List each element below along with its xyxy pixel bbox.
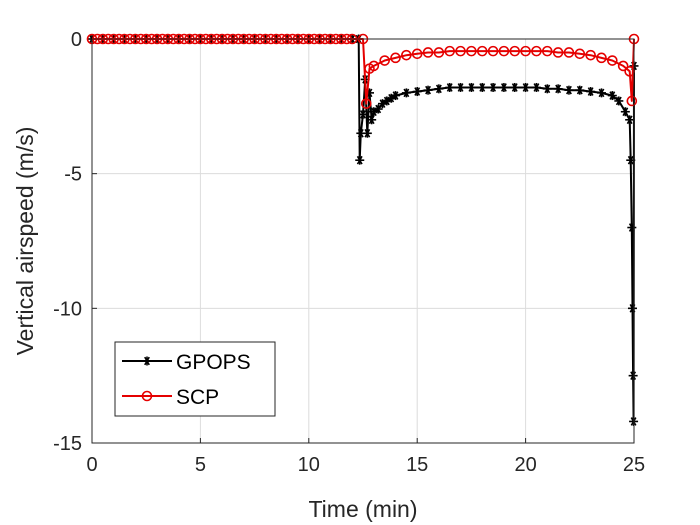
y-tick-label: -5 <box>64 164 82 186</box>
ticks: 0 5 10 15 20 25 0 -5 -10 -15 <box>53 29 645 476</box>
x-tick-label: 15 <box>406 454 428 476</box>
data-point-gpops <box>488 82 498 92</box>
legend-marker-gpops <box>142 356 152 366</box>
x-tick-label: 25 <box>623 454 645 476</box>
data-point-gpops <box>510 82 520 92</box>
data-point-scp <box>509 45 521 57</box>
data-point-gpops <box>373 104 383 114</box>
data-point-scp <box>552 47 564 58</box>
y-axis-label: Vertical airspeed (m/s) <box>12 127 38 356</box>
data-point-scp <box>390 52 401 64</box>
data-point-gpops <box>434 84 444 94</box>
data-point-gpops <box>521 82 531 92</box>
x-tick-label: 5 <box>195 454 206 476</box>
data-point-gpops <box>607 91 617 101</box>
data-point-scp <box>520 45 531 57</box>
legend: GPOPS SCP <box>114 341 276 417</box>
data-point-scp <box>433 47 445 58</box>
axes-box <box>91 38 635 444</box>
legend-entry-gpops: GPOPS <box>122 351 251 374</box>
data-point-gpops <box>499 82 509 92</box>
data-point-scp <box>360 98 372 109</box>
data-point-gpops <box>466 82 476 92</box>
x-axis-label: Time (min) <box>308 496 417 522</box>
legend-label-gpops: GPOPS <box>176 351 251 374</box>
data-point-gpops <box>367 115 377 125</box>
data-point-gpops <box>355 155 365 165</box>
y-tick-label: 0 <box>71 29 82 51</box>
legend-label-scp: SCP <box>176 386 219 409</box>
data-point-gpops <box>575 85 585 95</box>
data-point-gpops <box>391 91 401 101</box>
data-point-scp <box>476 45 488 57</box>
data-point-scp <box>541 45 553 57</box>
data-point-gpops <box>456 82 466 92</box>
x-tick-label: 20 <box>514 454 536 476</box>
data-point-scp <box>401 49 412 61</box>
data-point-scp <box>379 55 390 66</box>
data-point-gpops <box>531 82 541 92</box>
data-point-scp <box>531 45 542 57</box>
data-point-scp <box>411 48 423 60</box>
data-point-gpops <box>423 85 433 95</box>
data-point-gpops <box>401 88 411 98</box>
data-point-scp <box>626 95 638 107</box>
legend-marker-scp <box>141 390 153 402</box>
data-point-scp <box>617 60 629 72</box>
data-point-scp <box>444 45 456 57</box>
legend-box <box>114 341 276 417</box>
data-point-gpops <box>614 96 624 106</box>
data-point-gpops <box>628 371 638 381</box>
data-point-gpops <box>627 223 637 233</box>
legend-circle-scp <box>141 390 153 402</box>
data-point-scp <box>596 52 607 64</box>
data-point-gpops <box>564 85 574 95</box>
data-point-gpops <box>358 109 368 119</box>
data-point-scp <box>574 48 586 60</box>
x-tick-label: 0 <box>86 454 97 476</box>
data-point-scp <box>585 49 596 61</box>
data-point-gpops <box>477 82 487 92</box>
data-point-scp <box>422 47 434 58</box>
data-point-gpops <box>362 128 372 138</box>
data-point-gpops <box>596 88 606 98</box>
data-point-scp <box>498 45 510 57</box>
data-point-scp <box>607 55 618 66</box>
data-point-gpops <box>625 115 635 125</box>
data-point-gpops <box>620 107 630 117</box>
data-point-gpops <box>542 84 552 94</box>
data-point-scp <box>466 45 477 57</box>
data-point-scp <box>368 60 380 72</box>
legend-asterisk-gpops <box>142 356 152 366</box>
data-point-scp <box>487 45 499 57</box>
data-point-gpops <box>586 87 596 97</box>
data-point-gpops <box>445 82 455 92</box>
data-point-scp <box>563 47 575 58</box>
legend-entry-scp: SCP <box>122 386 219 409</box>
y-tick-label: -15 <box>53 433 82 455</box>
data-point-scp <box>455 45 466 57</box>
data-point-gpops <box>553 84 563 94</box>
x-tick-label: 10 <box>298 454 320 476</box>
data-point-gpops <box>412 87 422 97</box>
y-tick-label: -10 <box>53 298 82 320</box>
